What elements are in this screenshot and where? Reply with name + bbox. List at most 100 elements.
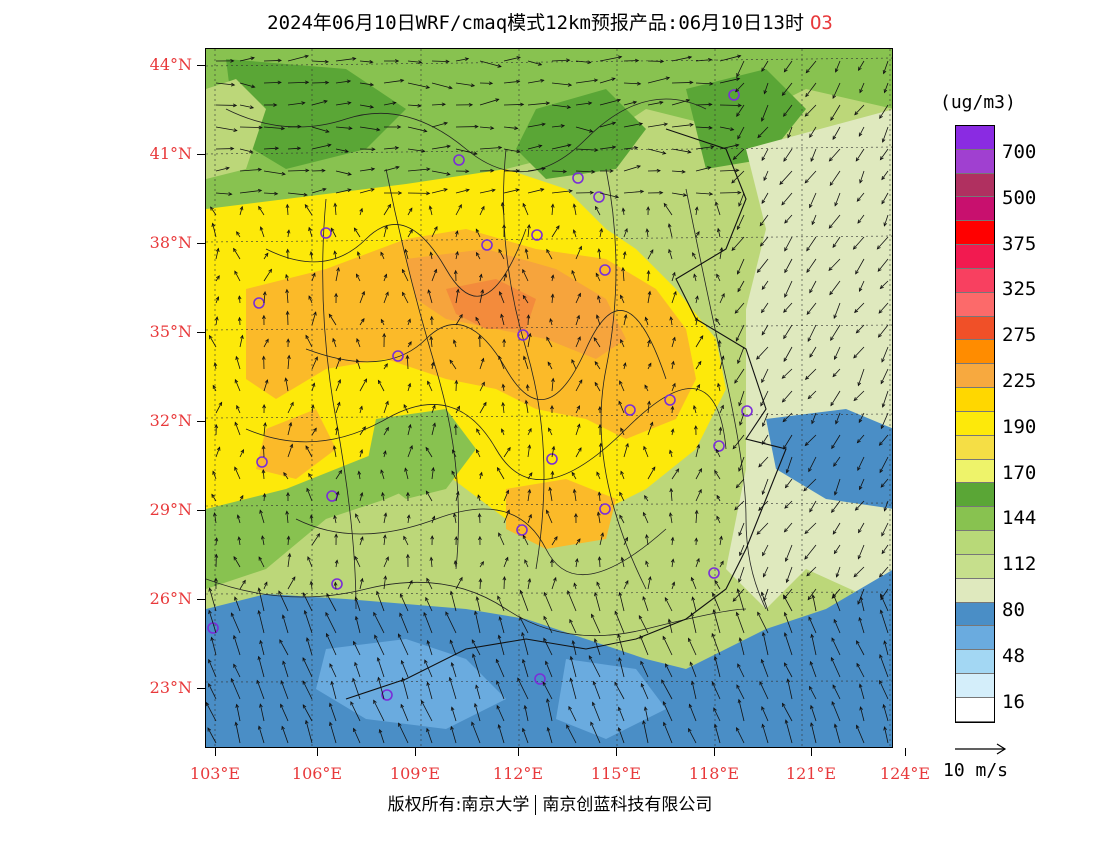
station-marker[interactable] [453, 154, 465, 166]
wind-vector [357, 470, 362, 480]
wind-vector [354, 555, 361, 568]
wind-vector [859, 706, 865, 722]
wind-vector [760, 591, 769, 612]
station-marker[interactable] [599, 503, 611, 515]
wind-vector [621, 207, 626, 216]
wind-vector [475, 251, 481, 260]
wind-vector [759, 236, 769, 247]
wind-vector [695, 166, 712, 172]
station-marker[interactable] [664, 394, 676, 406]
field-sichuan-orange [256, 409, 336, 479]
wind-vector [857, 588, 865, 605]
wind-vector [239, 56, 255, 62]
station-marker[interactable] [392, 350, 404, 362]
wind-vector [737, 346, 745, 365]
wind-vector [736, 60, 745, 78]
wind-vector [431, 268, 438, 282]
wind-vector [234, 596, 241, 612]
wind-vector [214, 553, 219, 568]
wind-vector [781, 368, 793, 379]
wind-vector [550, 274, 555, 282]
wind-vector [307, 556, 313, 568]
wind-vector [455, 250, 459, 260]
wind-vector [623, 580, 629, 590]
wind-vector [550, 470, 555, 480]
wind-vector [760, 658, 769, 678]
wind-vector [335, 170, 352, 176]
map-panel[interactable] [205, 48, 893, 748]
wind-vector [738, 456, 745, 472]
wind-vector [233, 247, 241, 260]
station-marker[interactable] [593, 191, 605, 203]
wind-vector [809, 500, 817, 513]
separator [535, 795, 537, 815]
station-marker[interactable] [572, 172, 584, 184]
station-marker[interactable] [531, 229, 543, 241]
wind-vector [597, 491, 602, 502]
concentration-map[interactable] [206, 49, 893, 748]
wind-vector [237, 295, 242, 304]
station-marker[interactable] [331, 578, 343, 590]
wind-vector [234, 378, 241, 392]
wind-vector [285, 273, 289, 282]
legend-label: 325 [1002, 278, 1037, 301]
station-marker[interactable] [534, 673, 546, 685]
wind-vector [263, 581, 268, 590]
wind-vector [575, 169, 596, 174]
wind-vector [283, 471, 289, 480]
wind-vector [284, 377, 289, 392]
lon-tick-label: 118°E [688, 764, 740, 783]
wind-vector [647, 168, 661, 173]
station-marker[interactable] [481, 239, 493, 251]
wind-vector [454, 379, 459, 392]
wind-vector [263, 146, 280, 151]
wind-vector [719, 54, 742, 62]
station-marker[interactable] [256, 456, 268, 468]
wind-vector [451, 470, 457, 480]
wind-vector [622, 362, 627, 370]
wind-vector [877, 324, 889, 338]
wind-vector [501, 383, 506, 392]
station-marker[interactable] [741, 405, 753, 417]
wind-vector [287, 146, 302, 151]
station-marker[interactable] [728, 89, 740, 101]
wind-vector [502, 576, 507, 590]
station-marker[interactable] [320, 227, 332, 239]
wind-vector [883, 82, 889, 94]
wind-vector [550, 558, 554, 568]
wind-vector [644, 384, 649, 392]
station-marker[interactable] [546, 453, 558, 465]
wind-vector [455, 313, 463, 326]
wind-vector [784, 719, 793, 744]
wind-vector [719, 168, 740, 173]
wind-vector [239, 334, 244, 348]
wind-vector [642, 595, 649, 612]
wind-vector [831, 500, 841, 513]
wind-vector [645, 228, 650, 238]
station-marker[interactable] [381, 689, 393, 701]
station-marker[interactable] [713, 440, 725, 452]
wind-vector [761, 706, 769, 722]
wind-vector [551, 536, 558, 546]
wind-vector [380, 318, 385, 326]
station-marker[interactable] [517, 329, 529, 341]
wind-vector [783, 104, 793, 117]
wind-vector [879, 104, 889, 119]
wind-vector [239, 494, 244, 502]
station-marker[interactable] [624, 404, 636, 416]
wind-vector [783, 60, 793, 73]
wind-vector [592, 680, 601, 700]
station-marker[interactable] [708, 567, 720, 579]
station-marker[interactable] [516, 524, 528, 536]
wind-vector [359, 188, 375, 194]
wind-vector [737, 698, 745, 722]
wind-vector [475, 684, 481, 700]
wind-vector [479, 81, 494, 86]
wind-vector [523, 704, 529, 722]
legend-label: 48 [1002, 644, 1025, 667]
wind-vector [882, 703, 889, 722]
station-marker[interactable] [599, 264, 611, 276]
wind-vector [213, 512, 217, 524]
wind-vector [502, 224, 506, 238]
wind-vector [859, 596, 865, 612]
